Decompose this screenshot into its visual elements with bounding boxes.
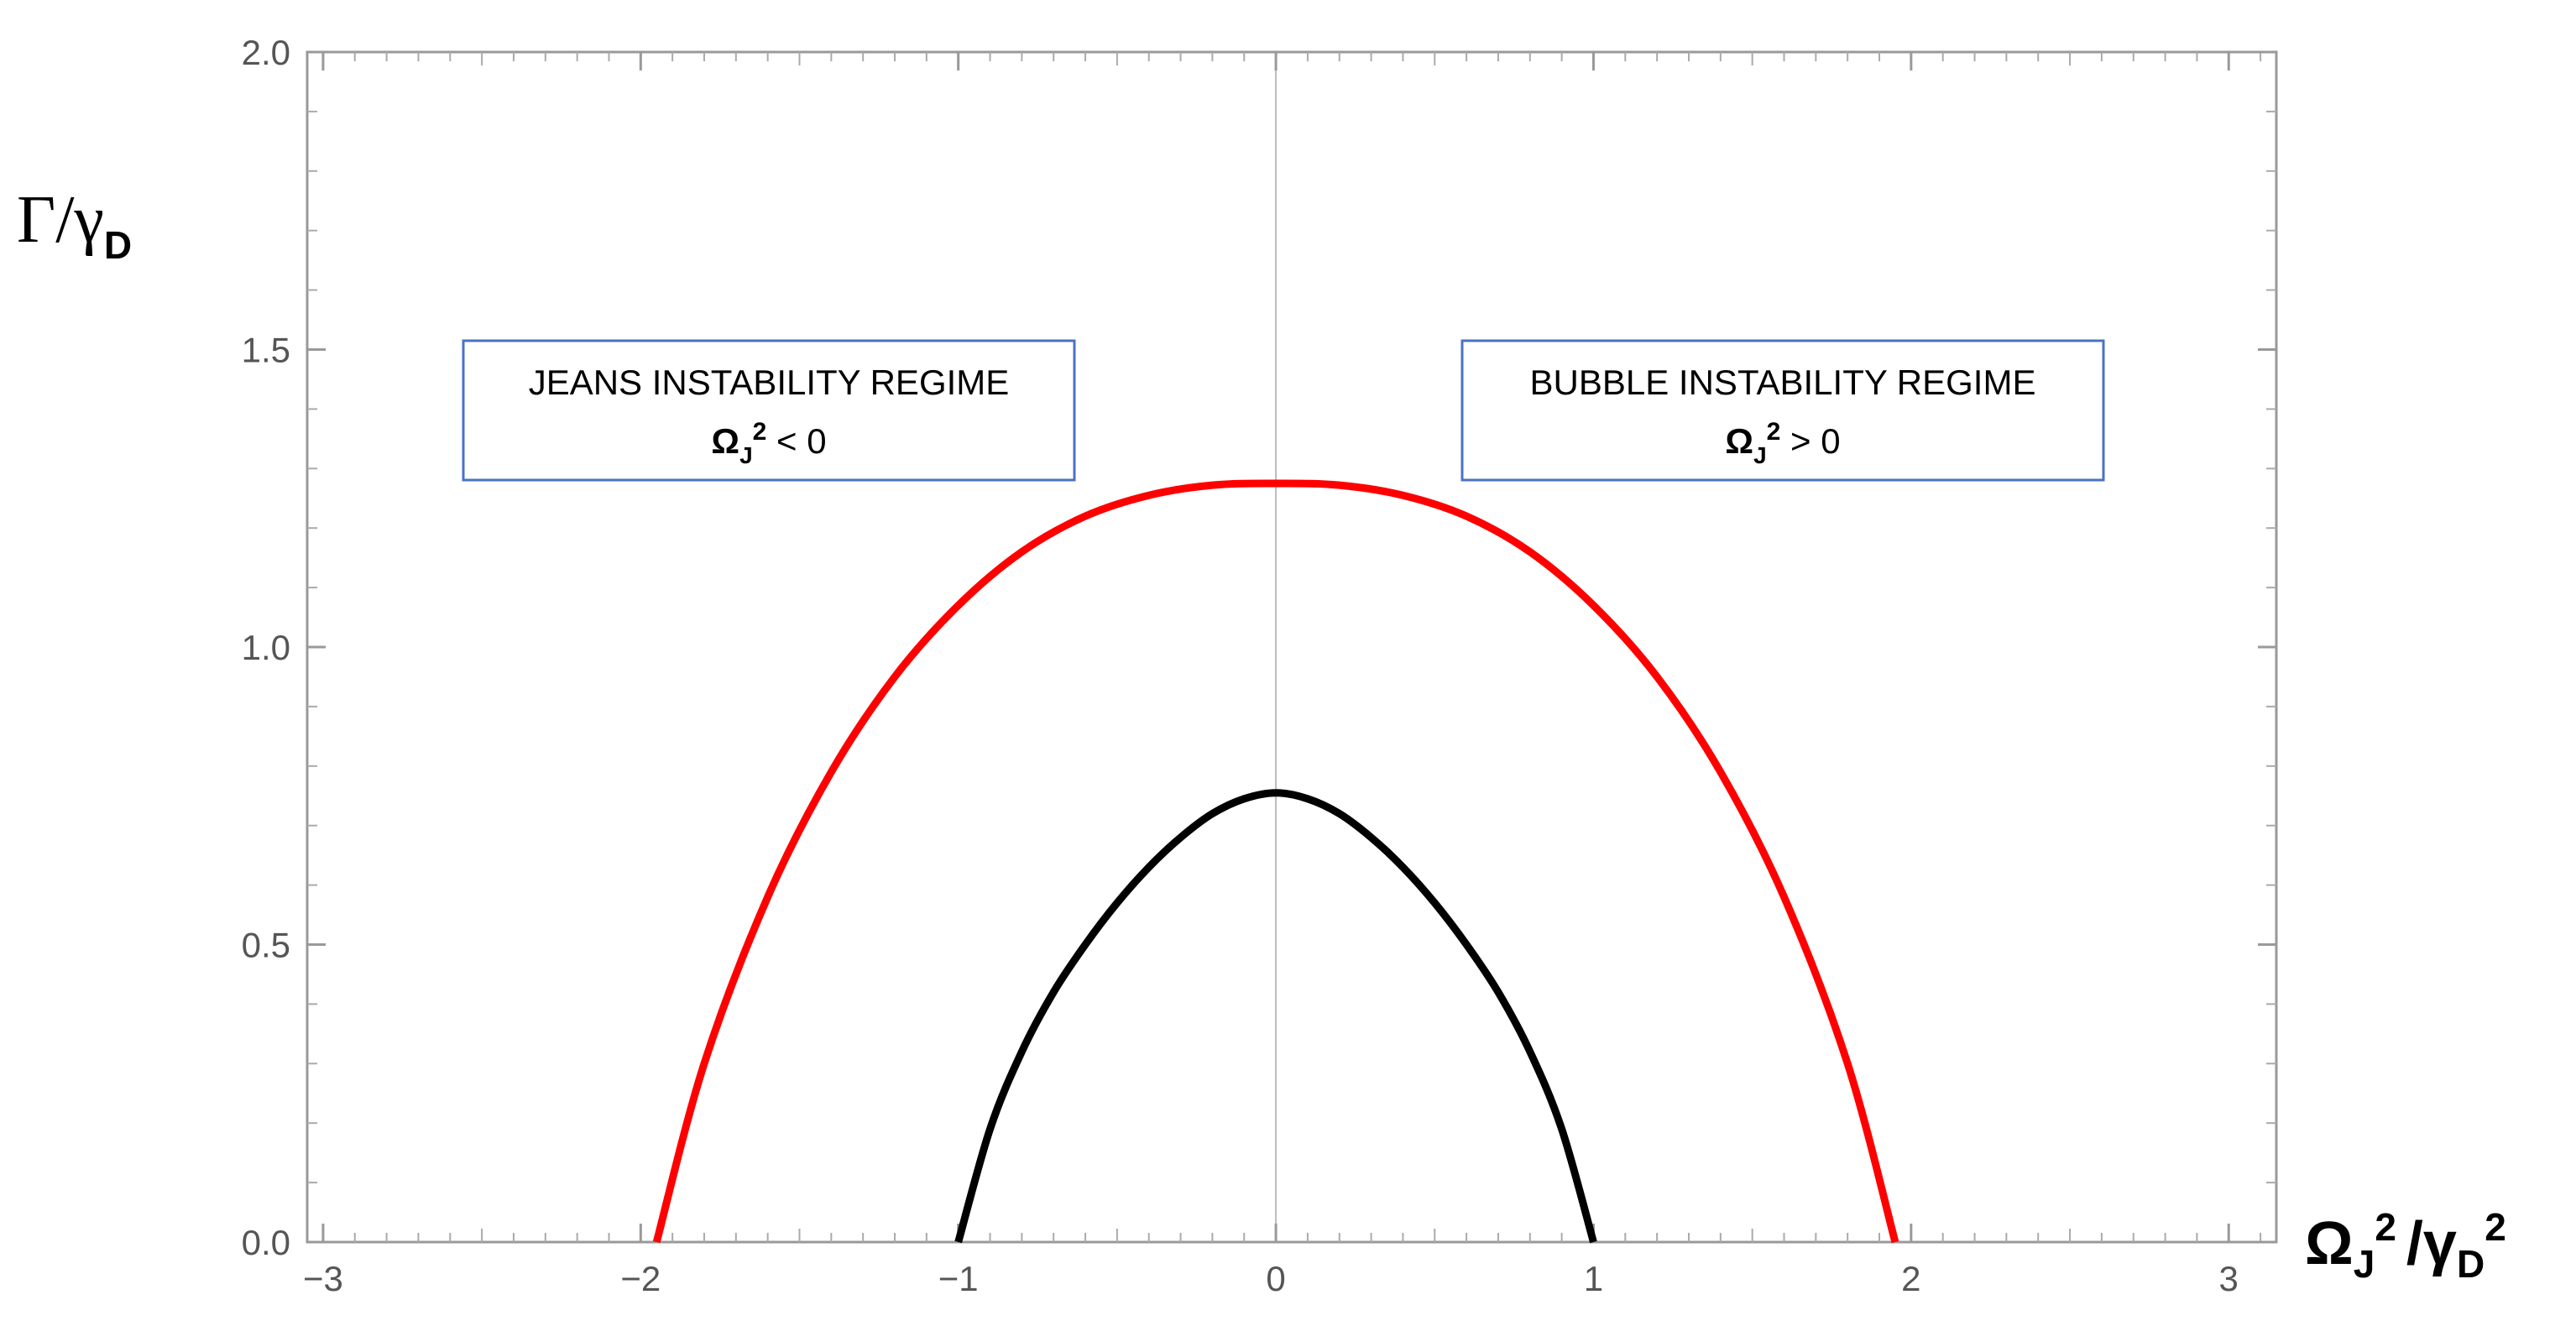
annotation-jeans-sup: 2 xyxy=(753,418,767,446)
annotation-jeans-condition: ΩJ2 < 0 xyxy=(711,418,826,468)
annotation-bubble-symbol: Ω xyxy=(1725,421,1753,461)
y-tick-label: 2.0 xyxy=(242,33,290,72)
annotation-bubble-title: BUBBLE INSTABILITY REGIME xyxy=(1530,363,2036,402)
annotation-jeans-title: JEANS INSTABILITY REGIME xyxy=(529,363,1010,402)
x-tick-label: −2 xyxy=(620,1259,661,1298)
y-tick-labels: 0.0 0.5 1.0 1.5 2.0 xyxy=(242,33,290,1262)
annotation-jeans-symbol: Ω xyxy=(711,421,739,461)
annotation-bubble-sup: 2 xyxy=(1767,418,1781,446)
x-tick-labels: −3 −2 −1 0 1 2 3 xyxy=(303,1259,2239,1298)
x-axis-label-sub1: J xyxy=(2354,1242,2375,1286)
annotation-jeans-sub: J xyxy=(739,442,753,468)
x-axis-label-sub2: D xyxy=(2457,1242,2485,1286)
annotation-jeans-relation: < 0 xyxy=(766,421,826,461)
series-line-1 xyxy=(652,479,1899,1244)
x-axis-label-sup2: 2 xyxy=(2485,1205,2506,1249)
series-lines xyxy=(652,479,1899,1244)
series-line-2 xyxy=(954,789,1597,1244)
x-axis-label: ΩJ2/γD2 xyxy=(2305,1205,2506,1286)
y-tick-label: 1.5 xyxy=(242,331,290,370)
x-tick-label: 1 xyxy=(1584,1259,1603,1298)
y-axis-label-main: Γ/γ xyxy=(17,183,104,257)
x-tick-label: 3 xyxy=(2219,1259,2239,1298)
annotation-jeans-box xyxy=(462,339,1076,482)
y-axis-label-sub: D xyxy=(104,223,132,267)
y-axis-label: Γ/γD xyxy=(17,183,132,267)
annotation-bubble-relation: > 0 xyxy=(1780,421,1840,461)
y-tick-label: 0.0 xyxy=(242,1223,290,1262)
x-tick-label: 0 xyxy=(1266,1259,1285,1298)
x-axis-label-omega: Ω xyxy=(2305,1210,2354,1277)
x-tick-label: −1 xyxy=(938,1259,979,1298)
annotation-bubble-condition: ΩJ2 > 0 xyxy=(1725,418,1840,468)
annotation-bubble-box xyxy=(1460,339,2105,482)
x-axis-label-sup1: 2 xyxy=(2375,1205,2396,1249)
y-tick-label: 0.5 xyxy=(242,926,290,965)
x-axis-label-slash-gamma: /γ xyxy=(2406,1210,2457,1277)
x-ticks xyxy=(321,52,2262,1242)
y-tick-label: 1.0 xyxy=(242,628,290,667)
annotation-bubble: BUBBLE INSTABILITY REGIME ΩJ2 > 0 xyxy=(1460,339,2105,482)
annotation-bubble-sub: J xyxy=(1753,442,1767,468)
plot-frame xyxy=(306,50,2278,1244)
x-tick-label: 2 xyxy=(1901,1259,1920,1298)
y-ticks xyxy=(307,50,2276,1244)
x-tick-label: −3 xyxy=(303,1259,343,1298)
annotation-jeans: JEANS INSTABILITY REGIME ΩJ2 < 0 xyxy=(462,339,1076,482)
